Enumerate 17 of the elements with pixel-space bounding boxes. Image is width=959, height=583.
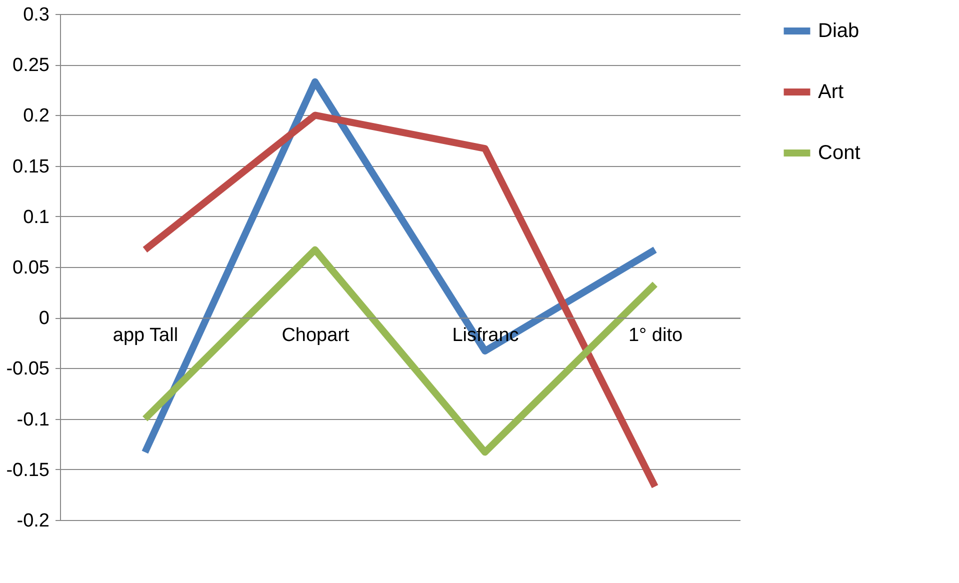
y-tick-label: 0.25: [12, 55, 50, 76]
y-tick-label: -0.1: [16, 409, 50, 430]
y-tick-label: -0.05: [6, 358, 50, 380]
x-tick-label: app Tall: [112, 325, 178, 346]
x-tick-label: 1° dito: [628, 325, 683, 346]
y-tick-label: 0: [38, 308, 50, 330]
legend-label: Diab: [818, 20, 860, 42]
y-tick-label: 0.1: [23, 206, 50, 228]
y-tick-label: 0.3: [23, 4, 50, 26]
y-tick-label: 0.15: [12, 156, 50, 178]
legend-label: Cont: [818, 142, 861, 164]
y-tick-label: 0.2: [23, 106, 50, 127]
y-tick-label: -0.15: [6, 460, 50, 481]
legend-label: Art: [818, 81, 844, 103]
x-tick-label: Chopart: [282, 325, 350, 346]
y-tick-label: 0.05: [12, 258, 50, 278]
y-tick-label: -0.2: [16, 510, 50, 532]
